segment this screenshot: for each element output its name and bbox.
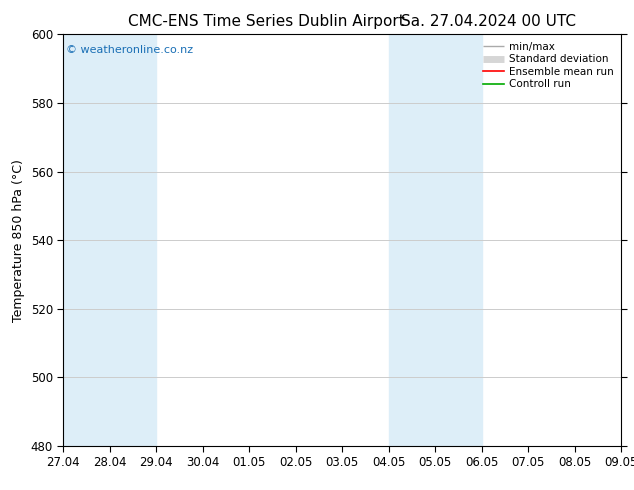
Y-axis label: Temperature 850 hPa (°C): Temperature 850 hPa (°C) — [12, 159, 25, 321]
Text: CMC-ENS Time Series Dublin Airport: CMC-ENS Time Series Dublin Airport — [128, 14, 404, 29]
Text: © weatheronline.co.nz: © weatheronline.co.nz — [66, 45, 193, 54]
Legend: min/max, Standard deviation, Ensemble mean run, Controll run: min/max, Standard deviation, Ensemble me… — [481, 40, 616, 92]
Bar — [389, 34, 482, 446]
Text: Sa. 27.04.2024 00 UTC: Sa. 27.04.2024 00 UTC — [401, 14, 576, 29]
Bar — [63, 34, 157, 446]
